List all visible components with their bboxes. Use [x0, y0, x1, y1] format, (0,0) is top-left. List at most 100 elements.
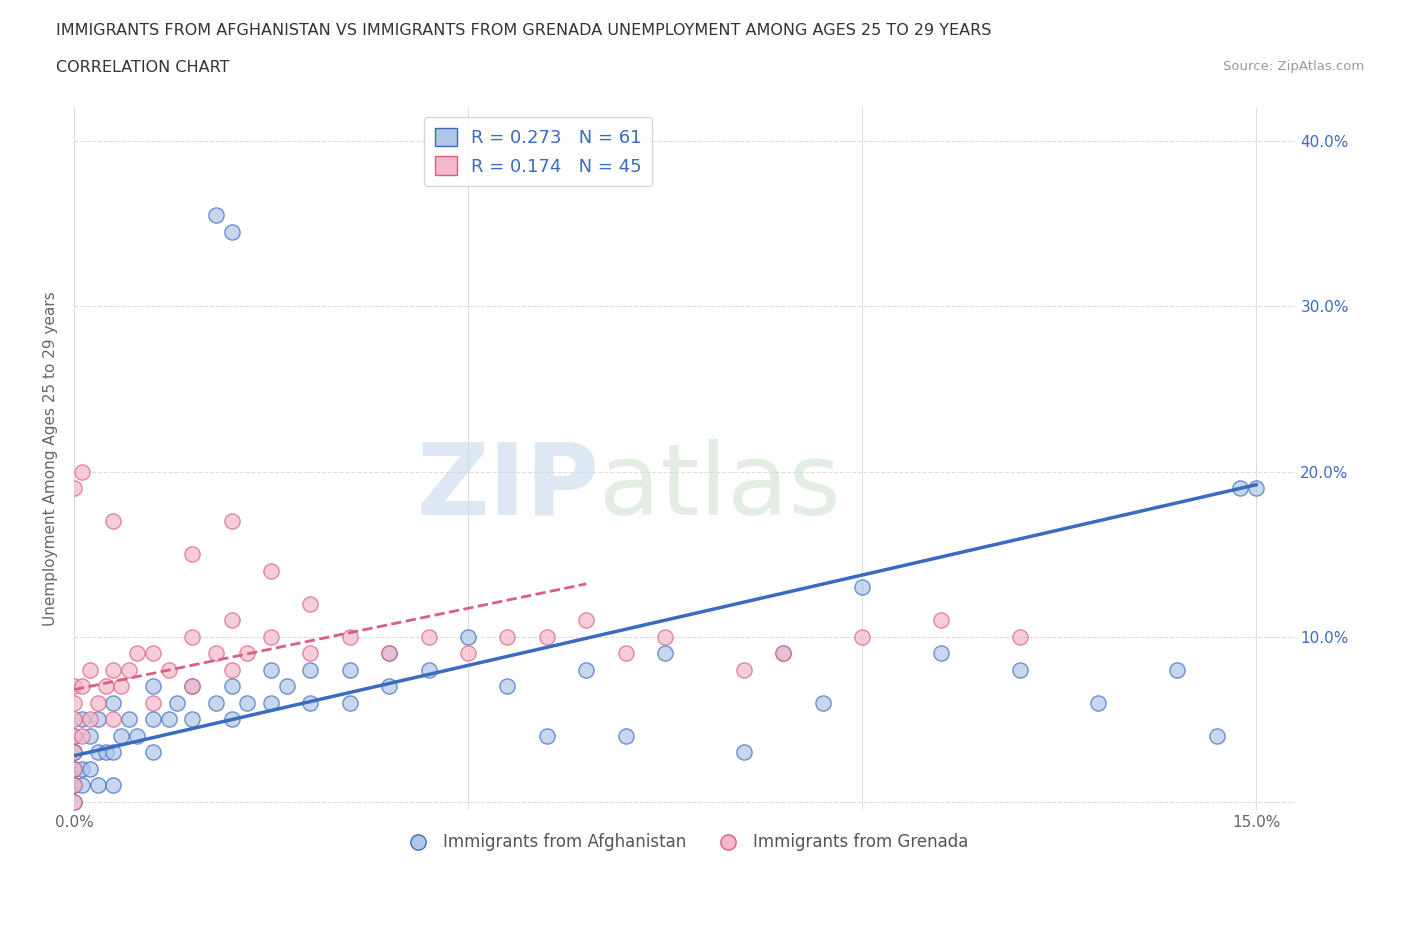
Point	[181, 547, 204, 562]
Point	[142, 696, 165, 711]
Point	[260, 564, 283, 578]
Point	[103, 662, 125, 677]
Point	[63, 745, 86, 760]
Point	[70, 712, 93, 727]
Point	[63, 762, 86, 777]
Point	[221, 662, 243, 677]
Text: IMMIGRANTS FROM AFGHANISTAN VS IMMIGRANTS FROM GRENADA UNEMPLOYMENT AMONG AGES 2: IMMIGRANTS FROM AFGHANISTAN VS IMMIGRANT…	[56, 23, 991, 38]
Point	[63, 696, 86, 711]
Point	[127, 728, 149, 743]
Point	[733, 662, 755, 677]
Point	[378, 645, 401, 660]
Point	[181, 630, 204, 644]
Point	[1244, 481, 1267, 496]
Point	[110, 679, 132, 694]
Point	[142, 745, 165, 760]
Point	[339, 696, 361, 711]
Point	[299, 596, 322, 611]
Point	[87, 778, 110, 793]
Point	[181, 679, 204, 694]
Point	[339, 662, 361, 677]
Point	[63, 778, 86, 793]
Point	[221, 513, 243, 528]
Point	[205, 696, 228, 711]
Point	[299, 696, 322, 711]
Point	[205, 645, 228, 660]
Point	[63, 762, 86, 777]
Point	[118, 662, 141, 677]
Point	[63, 794, 86, 809]
Point	[614, 645, 637, 660]
Point	[79, 728, 101, 743]
Point	[142, 712, 165, 727]
Point	[70, 679, 93, 694]
Point	[70, 778, 93, 793]
Point	[63, 778, 86, 793]
Point	[575, 613, 598, 628]
Point	[70, 762, 93, 777]
Point	[181, 679, 204, 694]
Point	[772, 645, 794, 660]
Point	[110, 728, 132, 743]
Point	[221, 679, 243, 694]
Point	[418, 662, 440, 677]
Text: Source: ZipAtlas.com: Source: ZipAtlas.com	[1223, 60, 1364, 73]
Point	[103, 712, 125, 727]
Point	[614, 728, 637, 743]
Point	[1008, 662, 1031, 677]
Point	[94, 745, 117, 760]
Point	[811, 696, 834, 711]
Point	[260, 662, 283, 677]
Legend: Immigrants from Afghanistan, Immigrants from Grenada: Immigrants from Afghanistan, Immigrants …	[395, 827, 974, 858]
Point	[118, 712, 141, 727]
Text: CORRELATION CHART: CORRELATION CHART	[56, 60, 229, 75]
Point	[63, 778, 86, 793]
Point	[63, 745, 86, 760]
Point	[260, 630, 283, 644]
Point	[654, 645, 676, 660]
Point	[236, 696, 259, 711]
Point	[418, 630, 440, 644]
Point	[63, 794, 86, 809]
Point	[70, 728, 93, 743]
Point	[157, 712, 180, 727]
Point	[70, 464, 93, 479]
Point	[733, 745, 755, 760]
Text: ZIP: ZIP	[416, 439, 599, 536]
Point	[103, 778, 125, 793]
Point	[94, 679, 117, 694]
Point	[457, 645, 479, 660]
Point	[929, 613, 952, 628]
Point	[205, 208, 228, 223]
Point	[929, 645, 952, 660]
Point	[103, 745, 125, 760]
Point	[181, 712, 204, 727]
Point	[457, 630, 479, 644]
Point	[79, 762, 101, 777]
Point	[496, 679, 519, 694]
Point	[236, 645, 259, 660]
Point	[299, 662, 322, 677]
Text: atlas: atlas	[599, 439, 841, 536]
Point	[166, 696, 188, 711]
Point	[87, 696, 110, 711]
Point	[221, 224, 243, 239]
Point	[103, 513, 125, 528]
Point	[654, 630, 676, 644]
Point	[87, 745, 110, 760]
Point	[299, 645, 322, 660]
Point	[339, 630, 361, 644]
Point	[79, 712, 101, 727]
Point	[63, 712, 86, 727]
Point	[221, 712, 243, 727]
Point	[851, 630, 873, 644]
Point	[63, 762, 86, 777]
Point	[63, 745, 86, 760]
Point	[63, 728, 86, 743]
Point	[221, 613, 243, 628]
Point	[142, 679, 165, 694]
Point	[536, 728, 558, 743]
Point	[536, 630, 558, 644]
Point	[63, 679, 86, 694]
Point	[1008, 630, 1031, 644]
